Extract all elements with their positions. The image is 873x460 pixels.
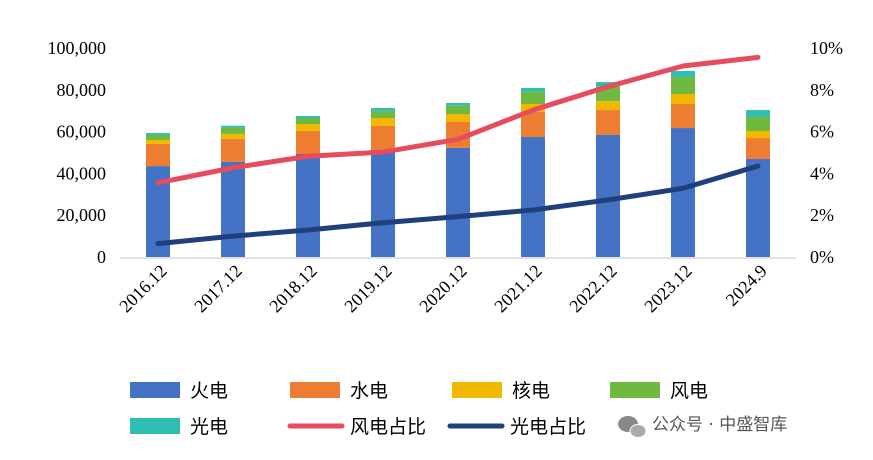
- legend-swatch: [452, 382, 502, 398]
- legend-label: 光电: [190, 416, 228, 438]
- bar-风电: [521, 91, 545, 105]
- x-tick-label: 2021.12: [490, 261, 546, 317]
- bar-光电: [296, 115, 320, 119]
- y-tick-label: 60,000: [57, 122, 107, 142]
- bar-核电: [446, 114, 470, 122]
- y-tick-label: 20,000: [57, 205, 107, 225]
- line-风电占比: [155, 54, 761, 186]
- bar-火电: [746, 158, 770, 257]
- x-tick-label: 2017.12: [190, 261, 246, 317]
- bar-水电: [371, 125, 395, 150]
- y2-tick-label: 0%: [810, 247, 834, 267]
- bar-光电: [746, 110, 770, 117]
- bar-核电: [146, 139, 170, 144]
- y-tick-label: 80,000: [57, 80, 107, 100]
- y2-tick-label: 4%: [810, 163, 834, 183]
- y2-tick-label: 8%: [810, 80, 834, 100]
- bar-核电: [371, 118, 395, 126]
- bar-核电: [746, 130, 770, 139]
- bar-风电: [146, 134, 170, 140]
- legend-label: 风电占比: [350, 416, 426, 438]
- bar-火电: [596, 134, 620, 257]
- bar-风电: [446, 105, 470, 115]
- x-tick-label: 2024.9: [722, 261, 771, 310]
- x-tick-label: 2018.12: [265, 261, 321, 317]
- legend-label: 风电: [670, 380, 708, 402]
- bar-风电: [746, 116, 770, 131]
- y-tick-label: 100,000: [48, 38, 107, 58]
- line-光电占比: [155, 163, 761, 247]
- y2-tick-label: 6%: [810, 122, 834, 142]
- bar-水电: [521, 111, 545, 138]
- bar-水电: [221, 138, 245, 162]
- bar-水电: [146, 143, 170, 167]
- legend-swatch: [130, 418, 180, 434]
- y-tick-label: 40,000: [57, 163, 107, 183]
- legend-swatch: [130, 382, 180, 398]
- bar-火电: [221, 161, 245, 257]
- bar-核电: [596, 101, 620, 111]
- bar-风电: [296, 118, 320, 125]
- bar-光电: [146, 133, 170, 135]
- bar-水电: [596, 110, 620, 135]
- legend-swatch: [290, 382, 340, 398]
- bar-核电: [221, 133, 245, 139]
- y-tick-label: 0: [97, 247, 106, 267]
- bar-风电: [221, 127, 245, 134]
- wechat-icon-bubble: [629, 424, 647, 438]
- bar-光电: [371, 107, 395, 111]
- bar-光电: [446, 102, 470, 106]
- legend-label: 水电: [350, 380, 388, 402]
- y2-tick-label: 2%: [810, 205, 834, 225]
- bar-光电: [671, 70, 695, 78]
- bar-风电: [671, 77, 695, 94]
- bar-火电: [671, 128, 695, 257]
- bar-核电: [296, 124, 320, 131]
- bar-火电: [296, 153, 320, 257]
- bar-火电: [371, 149, 395, 257]
- bar-水电: [671, 104, 695, 129]
- watermark-text: 公众号 · 中盛智库: [652, 415, 788, 435]
- bar-火电: [521, 137, 545, 257]
- bar-火电: [446, 147, 470, 257]
- x-tick-label: 2022.12: [565, 261, 621, 317]
- bar-水电: [296, 130, 320, 154]
- x-tick-label: 2020.12: [415, 261, 471, 317]
- bar-光电: [521, 87, 545, 92]
- wechat-icon: [618, 416, 647, 438]
- legend-label: 核电: [512, 380, 550, 402]
- bar-水电: [746, 138, 770, 159]
- legend-label: 火电: [190, 380, 228, 402]
- x-tick-label: 2023.12: [640, 261, 696, 317]
- legend-swatch: [610, 382, 660, 398]
- x-tick-label: 2019.12: [340, 261, 396, 317]
- legend-label: 光电占比: [510, 416, 586, 438]
- bar-光电: [221, 125, 245, 128]
- x-tick-label: 2016.12: [115, 261, 171, 317]
- bar-核电: [671, 93, 695, 105]
- bar-风电: [371, 110, 395, 119]
- y2-tick-label: 10%: [810, 38, 843, 58]
